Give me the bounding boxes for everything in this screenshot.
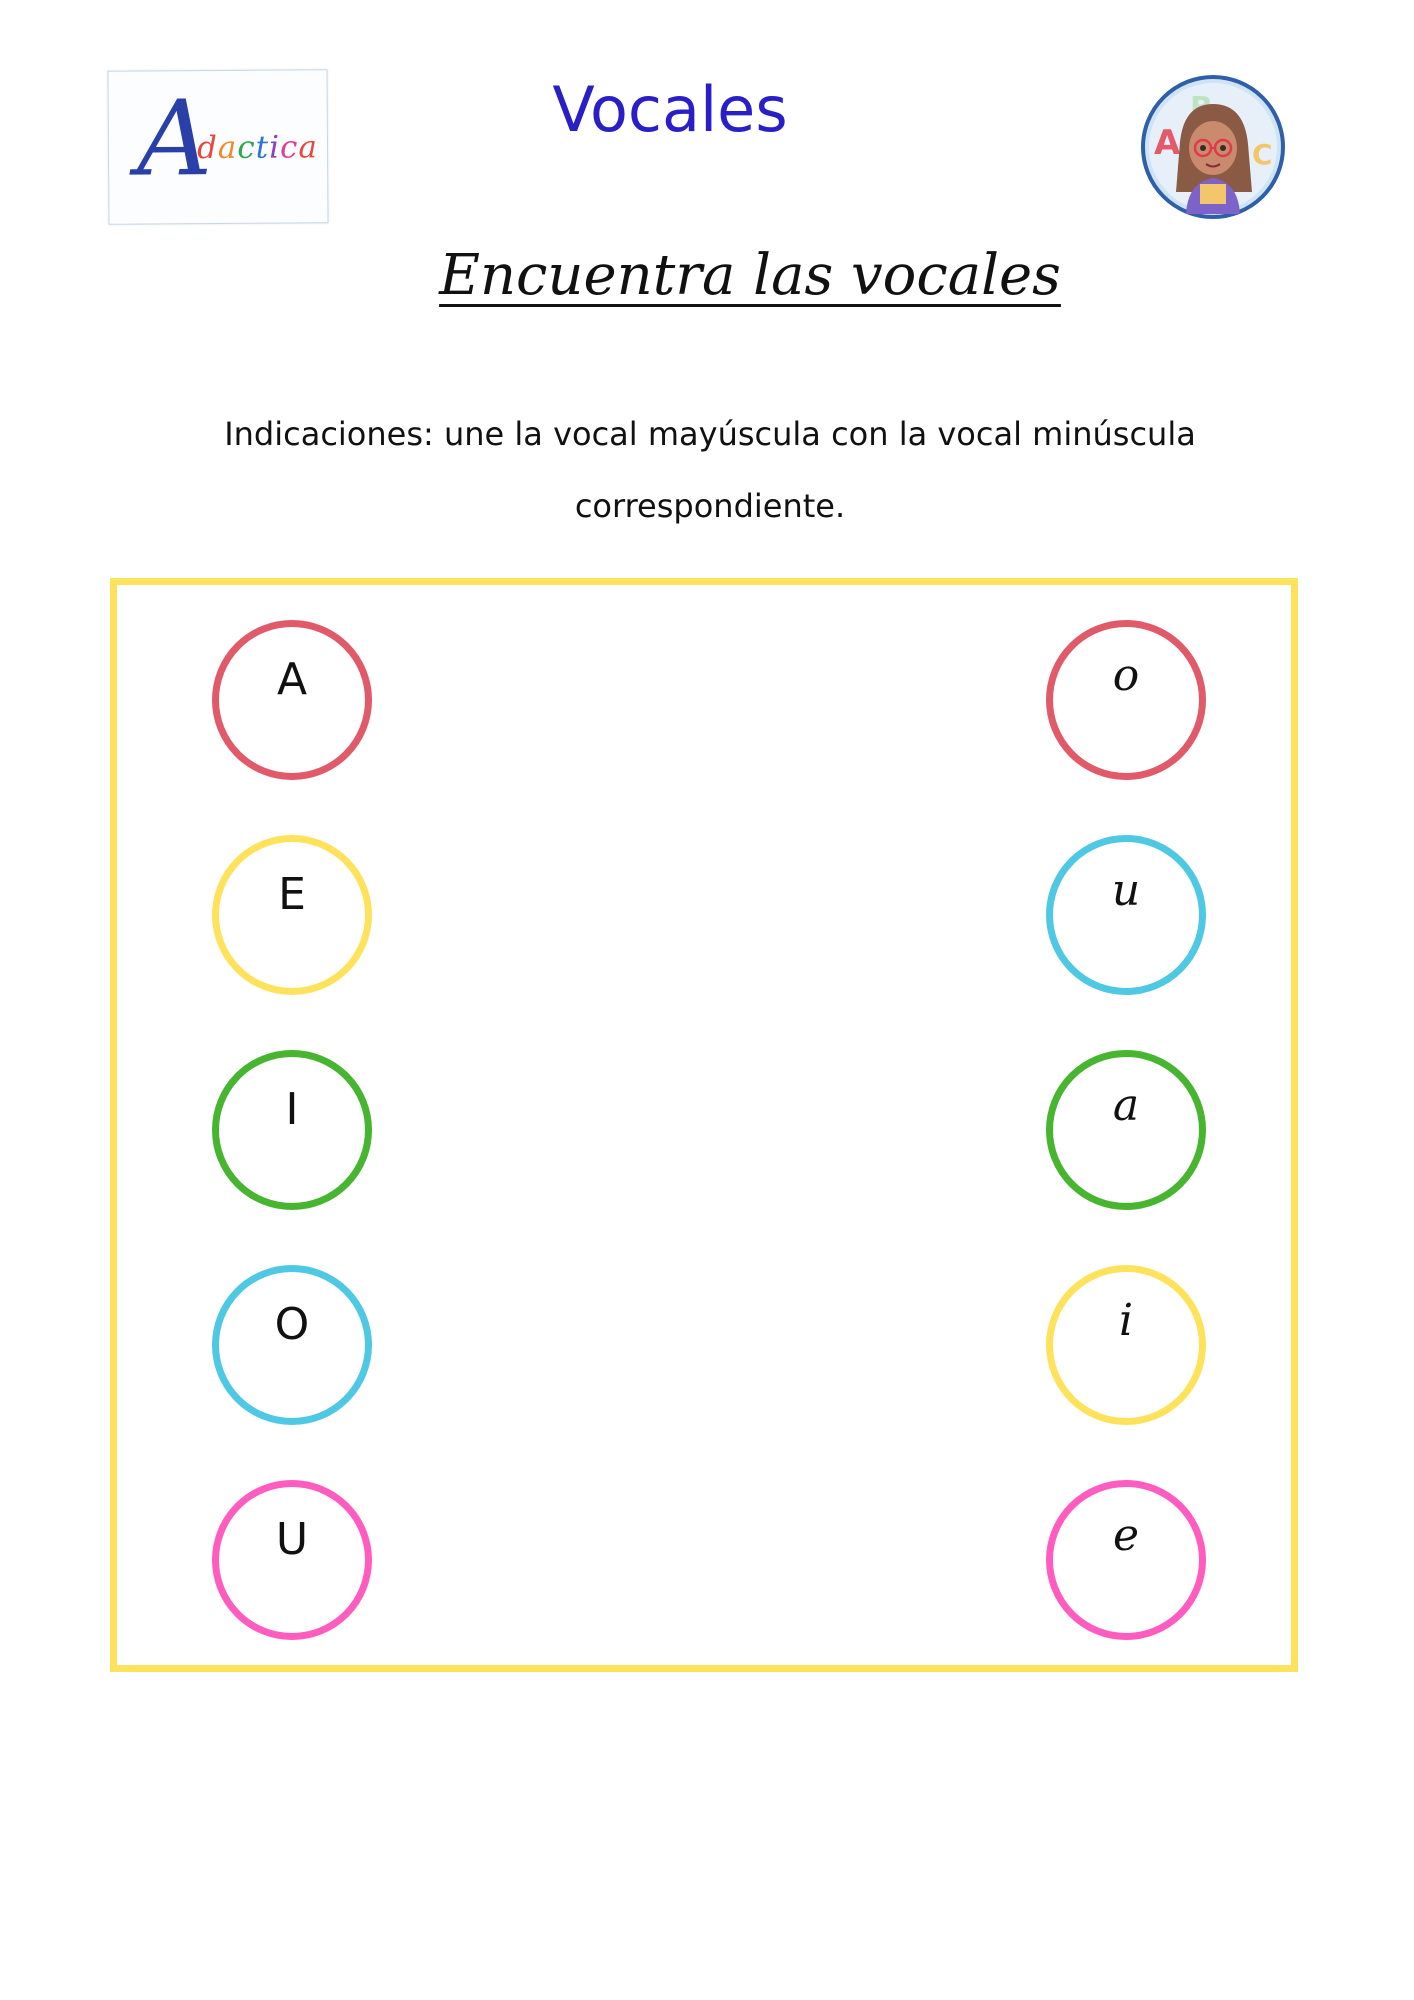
logo-letter: i bbox=[269, 129, 281, 166]
uppercase-vowel-circle[interactable]: O bbox=[212, 1265, 372, 1425]
vowel-letter: i bbox=[1118, 1295, 1134, 1346]
lowercase-vowel-circle[interactable]: a bbox=[1046, 1050, 1206, 1210]
svg-text:A: A bbox=[1154, 123, 1181, 163]
vowel-letter: O bbox=[274, 1299, 310, 1350]
worksheet-subtitle: Encuentra las vocales bbox=[439, 243, 1061, 308]
vowel-letter: I bbox=[285, 1084, 299, 1135]
lowercase-vowel-circle[interactable]: o bbox=[1046, 620, 1206, 780]
vowel-letter: U bbox=[275, 1514, 309, 1565]
logo-letter: c bbox=[279, 129, 299, 166]
logo-letter: d bbox=[196, 130, 218, 167]
vowel-letter: e bbox=[1112, 1510, 1140, 1561]
matching-frame bbox=[110, 578, 1298, 1672]
page-title: Vocales bbox=[552, 73, 788, 146]
uppercase-vowel-circle[interactable]: E bbox=[212, 835, 372, 995]
svg-text:C: C bbox=[1252, 138, 1273, 171]
uppercase-vowel-circle[interactable]: A bbox=[212, 620, 372, 780]
logo-letter: c bbox=[237, 129, 256, 166]
vowel-letter: a bbox=[1112, 1080, 1140, 1131]
adactica-logo: A dactica bbox=[107, 69, 329, 225]
lowercase-vowel-circle[interactable]: i bbox=[1046, 1265, 1206, 1425]
logo-letter: t bbox=[255, 129, 270, 166]
vowel-letter: o bbox=[1112, 650, 1140, 701]
uppercase-vowel-circle[interactable]: I bbox=[212, 1050, 372, 1210]
lowercase-vowel-circle[interactable]: e bbox=[1046, 1480, 1206, 1640]
logo-letter: a bbox=[217, 129, 238, 167]
uppercase-vowel-circle[interactable]: U bbox=[212, 1480, 372, 1640]
girl-with-abc-avatar-icon: B A C bbox=[1141, 75, 1285, 219]
vowel-letter: E bbox=[278, 869, 306, 920]
vowel-letter: u bbox=[1111, 865, 1141, 916]
logo-letter: a bbox=[298, 129, 319, 166]
logo-wordmark: dactica bbox=[197, 127, 318, 168]
lowercase-vowel-circle[interactable]: u bbox=[1046, 835, 1206, 995]
instructions-text: Indicaciones: une la vocal mayúscula con… bbox=[224, 415, 1196, 525]
vowel-letter: A bbox=[276, 654, 308, 705]
